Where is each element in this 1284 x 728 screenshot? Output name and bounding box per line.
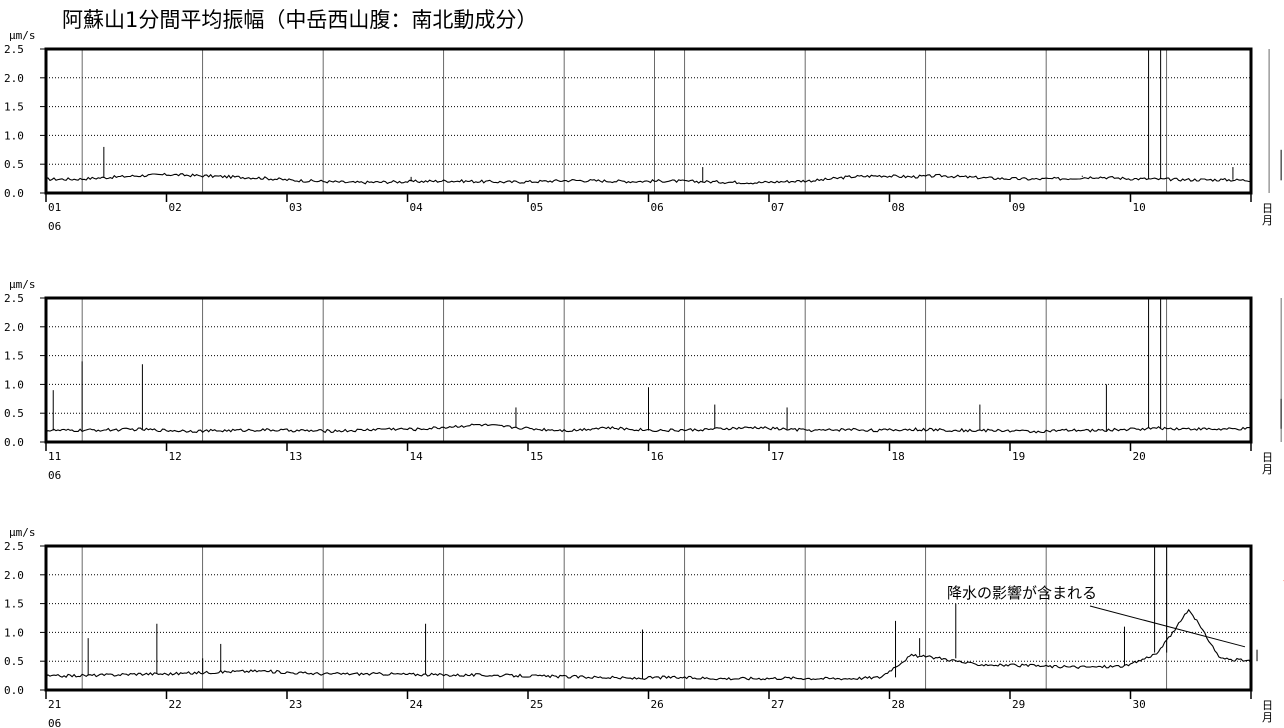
- x-tick-label: 08: [892, 201, 905, 214]
- x-tick-label: 28: [892, 698, 905, 711]
- x-tick-label: 06: [651, 201, 664, 214]
- x-tick-label: 26: [651, 698, 664, 711]
- x-tick-label: 09: [1012, 201, 1025, 214]
- x-tick-label: 03: [289, 201, 302, 214]
- x-tick-label: 27: [771, 698, 784, 711]
- y-tick-label: 2.0: [4, 321, 24, 334]
- y-tick-label: 0.5: [4, 158, 24, 171]
- y-tick-label: 0.5: [4, 407, 24, 420]
- y-unit-label-3: μm/s: [9, 526, 36, 539]
- x-tick-label: 10: [1133, 201, 1146, 214]
- x-tick-label: 02: [169, 201, 182, 214]
- x-tick-label: 30: [1133, 698, 1146, 711]
- x-tick-label: 24: [410, 698, 424, 711]
- month-unit-label: 月: [1262, 463, 1273, 476]
- y-unit-label-1: μm/s: [9, 29, 36, 42]
- x-tick-label: 29: [1012, 698, 1025, 711]
- y-tick-label: 0.0: [4, 436, 24, 449]
- y-tick-label: 1.0: [4, 378, 24, 391]
- y-tick-label: 0.5: [4, 655, 24, 668]
- month-label: 06: [48, 469, 61, 482]
- x-tick-label: 17: [771, 450, 784, 463]
- y-tick-label: 2.0: [4, 72, 24, 85]
- x-tick-label: 01: [48, 201, 61, 214]
- x-tick-label: 23: [289, 698, 302, 711]
- x-tick-label: 14: [410, 450, 424, 463]
- month-label: 06: [48, 717, 61, 728]
- x-tick-label: 07: [771, 201, 784, 214]
- x-tick-label: 12: [169, 450, 182, 463]
- x-tick-label: 18: [892, 450, 905, 463]
- y-tick-label: 1.5: [4, 101, 24, 114]
- y-tick-label: 0.0: [4, 187, 24, 200]
- y-tick-label: 1.5: [4, 598, 24, 611]
- day-unit-label: 日: [1262, 451, 1273, 464]
- month-unit-label: 月: [1262, 214, 1273, 227]
- x-tick-label: 11: [48, 450, 61, 463]
- x-tick-label: 16: [651, 450, 664, 463]
- y-tick-label: 1.5: [4, 350, 24, 363]
- x-tick-label: 25: [530, 698, 543, 711]
- x-tick-label: 22: [169, 698, 182, 711]
- plot-frame-3: [44, 544, 1253, 692]
- x-tick-label: 15: [530, 450, 543, 463]
- rain-influence-annotation: 降水の影響が含まれる: [947, 584, 1097, 602]
- x-tick-label: 13: [289, 450, 302, 463]
- x-tick-label: 19: [1012, 450, 1025, 463]
- day-unit-label: 日: [1262, 202, 1273, 215]
- x-tick-label: 20: [1133, 450, 1146, 463]
- x-tick-label: 21: [48, 698, 61, 711]
- y-tick-label: 0.0: [4, 684, 24, 697]
- x-tick-label: 04: [410, 201, 424, 214]
- chart-title: 阿蘇山1分間平均振幅（中岳西山腹：南北動成分）: [62, 8, 538, 32]
- y-tick-label: 2.5: [4, 292, 24, 305]
- y-tick-label: 2.0: [4, 569, 24, 582]
- amplitude-trace-1: [45, 172, 1252, 185]
- month-label: 06: [48, 220, 61, 233]
- y-tick-label: 2.5: [4, 540, 24, 553]
- y-tick-label: 2.5: [4, 43, 24, 56]
- y-tick-label: 1.0: [4, 626, 24, 639]
- month-unit-label: 月: [1262, 711, 1273, 724]
- y-tick-label: 1.0: [4, 129, 24, 142]
- plot-frame-1: [44, 47, 1253, 195]
- day-unit-label: 日: [1262, 699, 1273, 712]
- x-tick-label: 05: [530, 201, 543, 214]
- annotation-pointer: [1089, 605, 1246, 648]
- y-unit-label-2: μm/s: [9, 278, 36, 291]
- amplitude-trace-3: [45, 608, 1252, 681]
